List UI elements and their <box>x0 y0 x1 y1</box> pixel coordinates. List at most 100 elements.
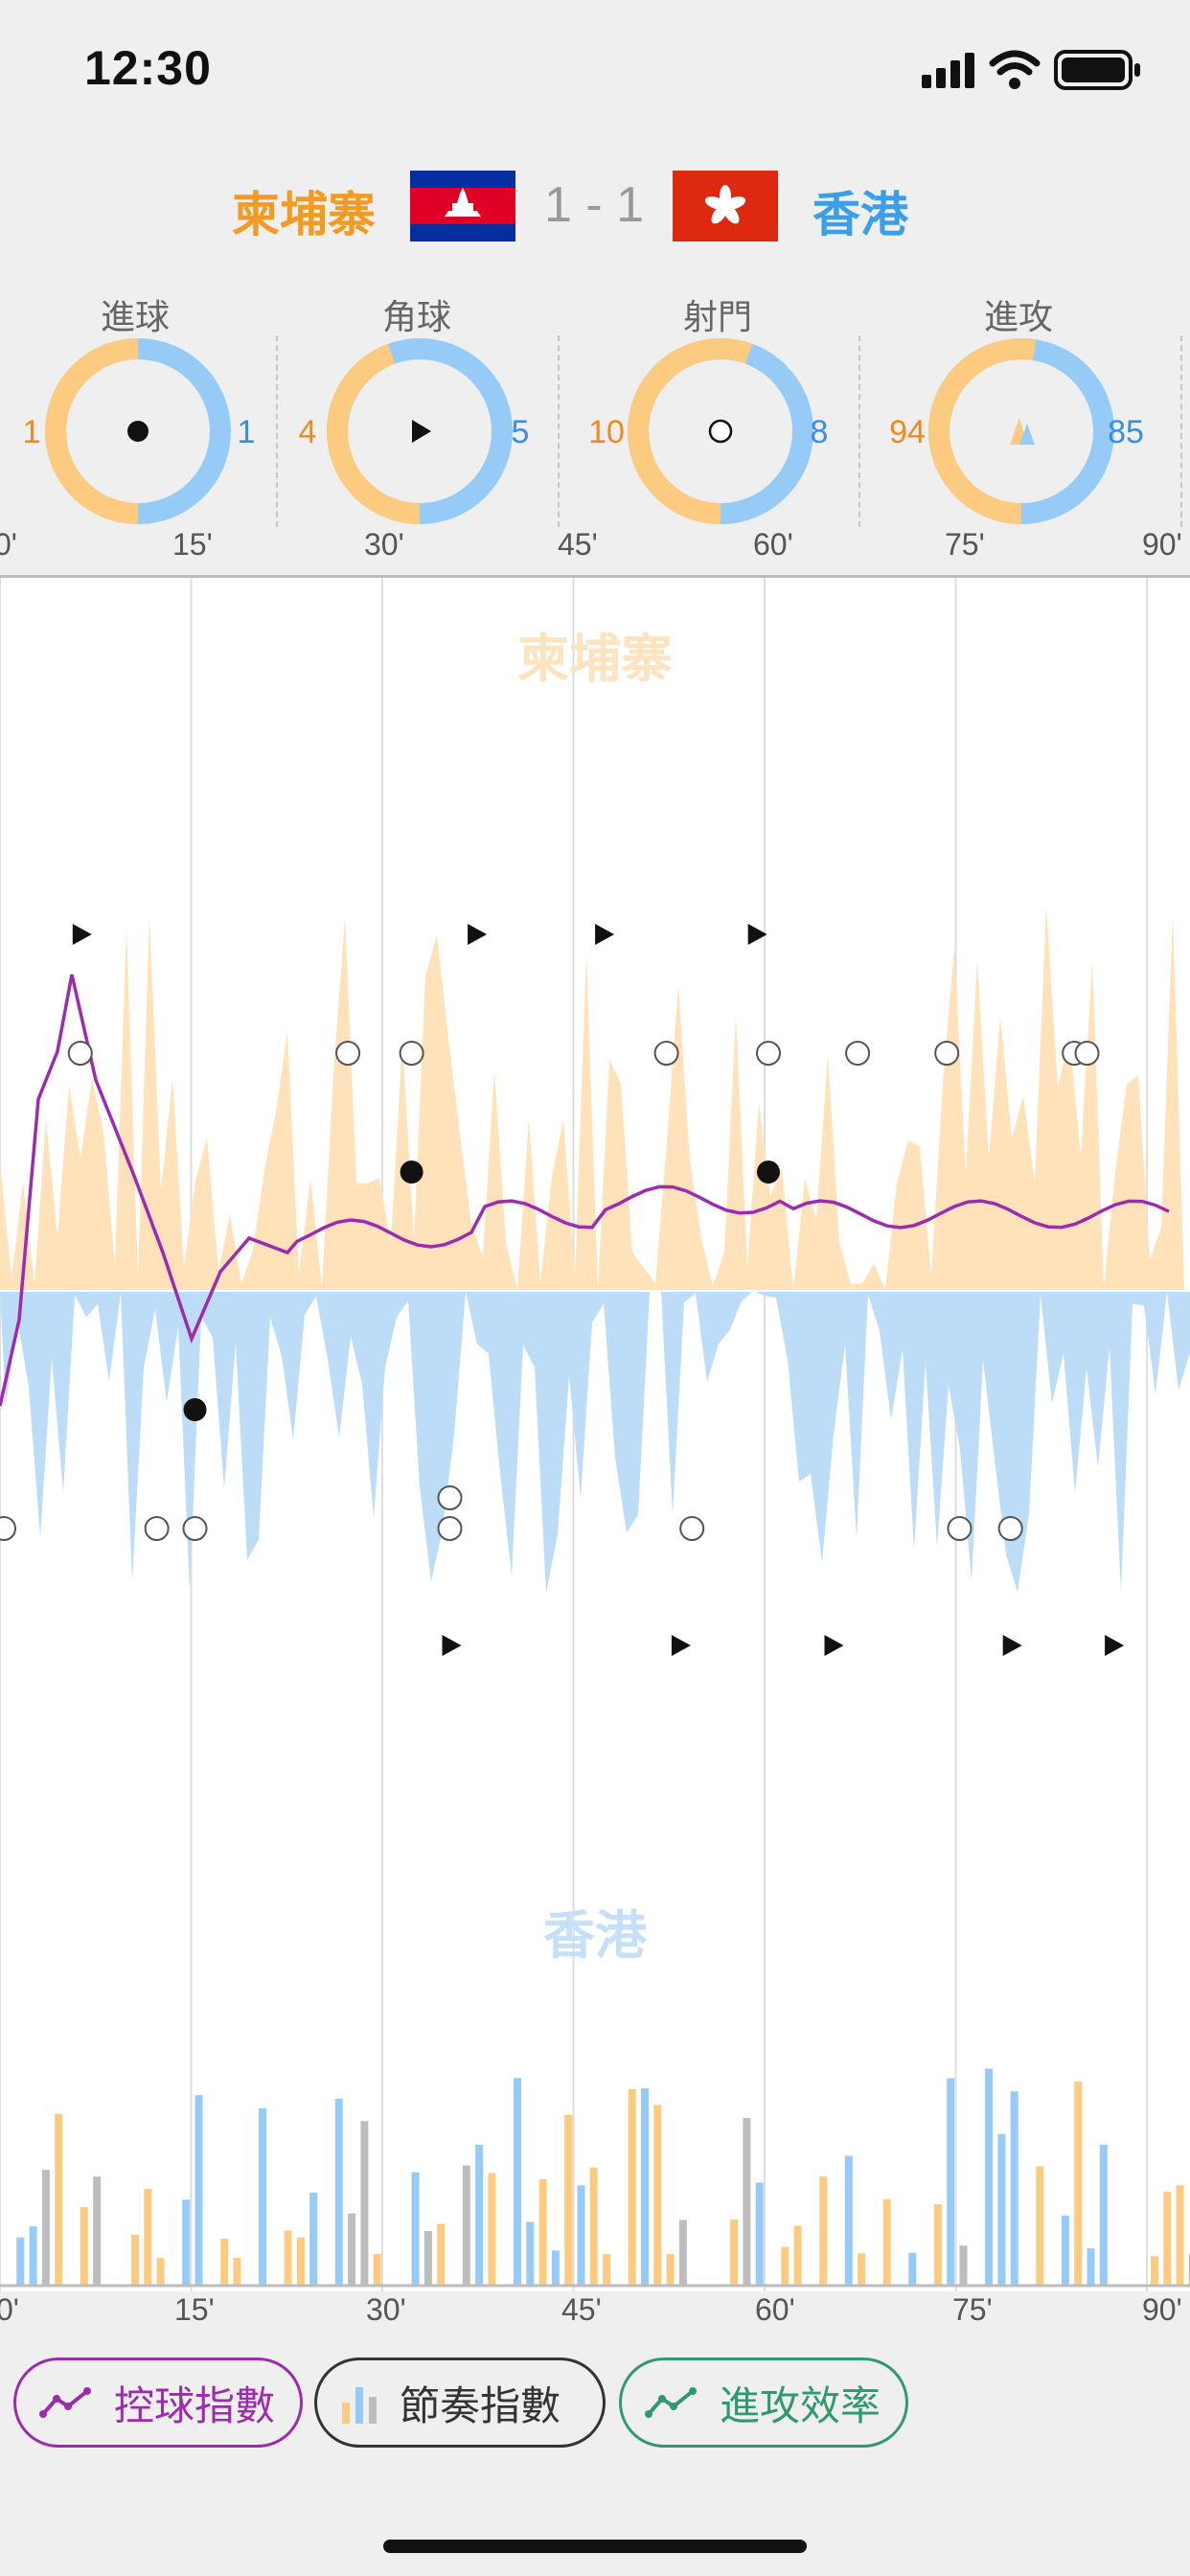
away-shot-marker <box>182 1516 208 1541</box>
tempo-bar <box>488 2173 496 2286</box>
tempo-bar <box>348 2213 356 2286</box>
stat-corners: 角球 4 5 <box>287 278 546 527</box>
tempo-bar <box>551 2250 560 2286</box>
tempo-bar <box>743 2117 751 2286</box>
tempo-bar <box>678 2220 687 2286</box>
donut-arc-home <box>628 338 813 524</box>
time-tick: 45' <box>561 2292 602 2327</box>
home-goal-marker <box>400 1161 423 1184</box>
tempo-bar <box>538 2178 547 2286</box>
stat-divider <box>1180 335 1182 527</box>
time-tick: 75' <box>945 527 985 562</box>
stat-away-value: 5 <box>511 414 530 450</box>
tempo-bar <box>16 2237 25 2286</box>
tempo-bar <box>423 2230 432 2286</box>
tempo-index-label: 節奏指數 <box>400 2382 561 2428</box>
attack-efficiency-button[interactable]: 進攻效率 <box>619 2358 908 2448</box>
tempo-bar <box>882 2198 891 2286</box>
corner-flag-icon <box>412 420 431 443</box>
away-pressure-area <box>0 1291 1190 1593</box>
away-shot-marker <box>0 1516 16 1541</box>
away-team-name[interactable]: 香港 <box>812 188 908 242</box>
tempo-bar <box>933 2204 942 2286</box>
tempo-bar <box>182 2199 191 2286</box>
match-header: 柬埔寨 1 - 1 香港 <box>0 163 1190 249</box>
tempo-bar <box>93 2176 102 2286</box>
tempo-bar <box>603 2253 611 2286</box>
tempo-bar <box>411 2172 420 2286</box>
stat-home-value: 1 <box>22 414 41 450</box>
stat-attacks: 進攻 94 85 <box>889 278 1148 527</box>
tempo-bar <box>526 2221 535 2286</box>
stat-title: 進攻 <box>983 297 1053 336</box>
tempo-bar <box>1010 2091 1018 2286</box>
stat-title: 角球 <box>381 297 451 336</box>
tempo-bar <box>908 2252 917 2286</box>
tempo-bar <box>259 2107 266 2286</box>
tempo-bar <box>730 2220 739 2286</box>
tempo-bar <box>1036 2166 1044 2286</box>
tempo-bar <box>156 2258 165 2286</box>
time-tick: 75' <box>952 2292 993 2327</box>
possession-index-button[interactable]: 控球指數 <box>13 2358 303 2448</box>
line-chart-icon <box>645 2387 697 2418</box>
chart-away-label: 香港 <box>543 1907 647 1965</box>
tempo-bar <box>819 2176 828 2286</box>
away-corner-marker <box>1002 1635 1022 1656</box>
stat-divider <box>558 335 560 527</box>
tempo-bar <box>233 2257 241 2286</box>
tempo-bar <box>589 2167 598 2286</box>
tempo-index-button[interactable]: 節奏指數 <box>314 2358 606 2448</box>
away-shot-marker <box>947 1516 973 1541</box>
stat-divider <box>858 335 860 527</box>
tempo-bar <box>80 2207 88 2286</box>
away-shot-marker <box>997 1516 1023 1541</box>
away-corner-marker <box>1105 1635 1125 1656</box>
tempo-bar <box>577 2185 585 2286</box>
attack-efficiency-label: 進攻效率 <box>720 2382 881 2428</box>
tempo-bar <box>462 2165 470 2286</box>
time-tick: 60' <box>755 2292 795 2327</box>
tempo-bar <box>1151 2256 1158 2286</box>
tempo-bar <box>55 2113 63 2286</box>
home-shot-marker <box>756 1041 781 1066</box>
bar-chart-icon <box>342 2387 377 2424</box>
donut-arc-home <box>327 338 513 524</box>
tempo-bar <box>514 2078 521 2286</box>
home-shot-marker <box>653 1041 679 1066</box>
tempo-bar <box>1176 2185 1184 2286</box>
tempo-bar <box>653 2104 662 2286</box>
cambodia-flag-icon <box>410 171 515 242</box>
tempo-bar <box>1099 2145 1108 2286</box>
stat-home-value: 10 <box>588 414 625 450</box>
home-indicator[interactable] <box>383 2540 807 2553</box>
time-tick: 45' <box>558 527 598 562</box>
home-corner-marker <box>72 924 92 945</box>
tempo-bar <box>947 2078 955 2286</box>
shot-circle-icon <box>708 419 733 444</box>
tempo-bar <box>666 2253 675 2286</box>
tempo-bar <box>564 2114 573 2286</box>
home-team-name[interactable]: 柬埔寨 <box>232 188 376 242</box>
match-momentum-chart[interactable]: 柬埔寨 香港 <box>0 575 1190 2291</box>
tempo-bar <box>1163 2191 1172 2286</box>
tempo-bar <box>959 2245 968 2286</box>
tempo-bar <box>1188 2253 1190 2286</box>
time-tick: 90' <box>1142 2292 1182 2327</box>
stat-home-value: 94 <box>889 414 926 450</box>
tempo-bar <box>220 2238 229 2286</box>
tempo-bar <box>437 2223 446 2286</box>
time-tick: 90' <box>1142 527 1182 562</box>
tempo-bar <box>1061 2215 1069 2286</box>
stat-divider <box>276 335 278 527</box>
home-shot-marker <box>67 1041 93 1066</box>
stat-title: 射門 <box>682 297 752 336</box>
donut-arc-home <box>45 338 231 524</box>
stat-away-value: 8 <box>810 414 829 450</box>
wifi-icon <box>989 50 1041 89</box>
stat-away-value: 1 <box>237 414 256 450</box>
home-corner-marker <box>595 924 615 945</box>
chart-home-label: 柬埔寨 <box>517 631 673 688</box>
goal-dot-icon <box>127 421 149 442</box>
tempo-bar <box>641 2088 649 2286</box>
